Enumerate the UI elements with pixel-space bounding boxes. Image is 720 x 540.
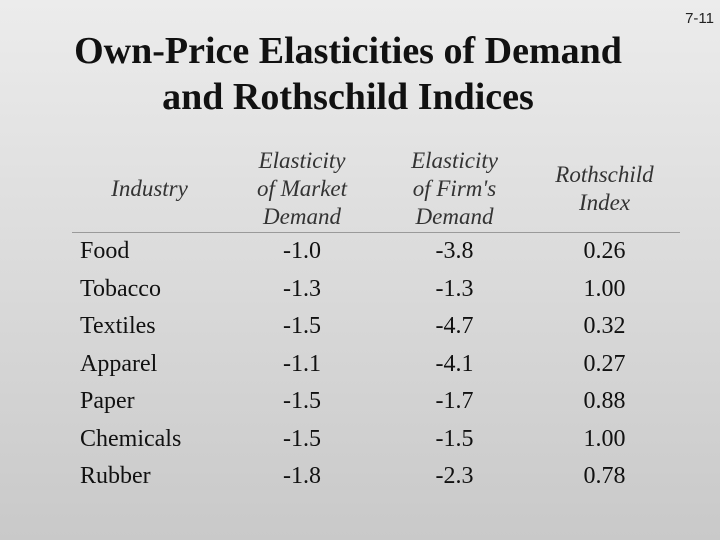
cell-rothschild-index: 0.27 <box>583 350 626 377</box>
header-index-line-2: Index <box>578 190 631 215</box>
cell-market-elasticity: -1.5 <box>283 313 321 339</box>
cell-firm-elasticity: -1.3 <box>435 275 474 302</box>
table-row: Apparel -1.1 -4.1 0.27 <box>72 346 680 384</box>
cell-rothschild-index: 0.88 <box>583 388 626 414</box>
header-firm-line-1: Elasticity <box>411 148 498 173</box>
cell-rothschild-index: 0.32 <box>583 313 626 339</box>
cell-firm-elasticity: -1.5 <box>435 425 474 452</box>
table-row: Tobacco -1.3 -1.3 1.00 <box>72 271 680 309</box>
cell-rothschild-index: 0.26 <box>583 238 626 264</box>
cell-market-elasticity: -1.1 <box>283 350 321 377</box>
header-index-line-1: Rothschild <box>555 162 654 187</box>
header-firm-line-2: of Firm's <box>412 176 497 201</box>
title-line-2: and Rothschild Indices <box>162 76 534 118</box>
header-rothschild-index: Rothschild Index <box>542 146 667 232</box>
header-market-line-2: of Market <box>256 176 348 201</box>
table-row: Chemicals -1.5 -1.5 1.00 <box>72 421 680 459</box>
header-firm-elasticity: Elasticity of Firm's Demand <box>392 146 517 232</box>
cell-rothschild-index: 1.00 <box>583 275 626 302</box>
header-firm-line-3: Demand <box>415 204 494 229</box>
header-industry: Industry <box>82 146 217 232</box>
table-row: Food -1.0 -3.8 0.26 <box>72 233 680 271</box>
cell-firm-elasticity: -4.1 <box>435 350 474 377</box>
cell-industry: Tobacco <box>80 275 161 302</box>
table-row: Textiles -1.5 -4.7 0.32 <box>72 308 680 346</box>
cell-rothschild-index: 1.00 <box>583 425 626 452</box>
table-header-row: Industry Elasticity of Market Demand Ela… <box>72 146 680 233</box>
cell-market-elasticity: -1.8 <box>283 463 321 489</box>
title-line-1: Own-Price Elasticities of Demand <box>74 30 622 72</box>
header-industry-line: Industry <box>111 176 188 201</box>
cell-market-elasticity: -1.5 <box>283 425 321 452</box>
cell-firm-elasticity: -1.7 <box>435 388 474 414</box>
cell-firm-elasticity: -2.3 <box>435 463 474 489</box>
cell-industry: Chemicals <box>80 425 182 452</box>
cell-industry: Apparel <box>80 350 158 377</box>
cell-rothschild-index: 0.78 <box>583 463 626 489</box>
cell-market-elasticity: -1.0 <box>283 238 321 264</box>
header-market-line-3: Demand <box>263 204 341 229</box>
table-row: Rubber -1.8 -2.3 0.78 <box>72 458 680 496</box>
cell-market-elasticity: -1.5 <box>283 388 321 414</box>
header-market-elasticity: Elasticity of Market Demand <box>242 146 362 232</box>
cell-industry: Textiles <box>80 313 156 339</box>
table-row: Paper -1.5 -1.7 0.88 <box>72 383 680 421</box>
cell-firm-elasticity: -4.7 <box>435 313 474 339</box>
cell-industry: Rubber <box>80 463 151 489</box>
elasticity-table: Industry Elasticity of Market Demand Ela… <box>72 146 680 496</box>
slide-title: Own-Price Elasticities of Demand and Rot… <box>0 28 696 120</box>
cell-industry: Food <box>80 238 130 264</box>
cell-industry: Paper <box>80 388 135 414</box>
cell-firm-elasticity: -3.8 <box>435 238 474 264</box>
header-market-line-1: Elasticity <box>258 148 346 173</box>
table-body: Food -1.0 -3.8 0.26 Tobacco -1.3 -1.3 1.… <box>72 233 680 496</box>
slide-number: 7-11 <box>685 10 714 27</box>
cell-market-elasticity: -1.3 <box>283 275 321 302</box>
